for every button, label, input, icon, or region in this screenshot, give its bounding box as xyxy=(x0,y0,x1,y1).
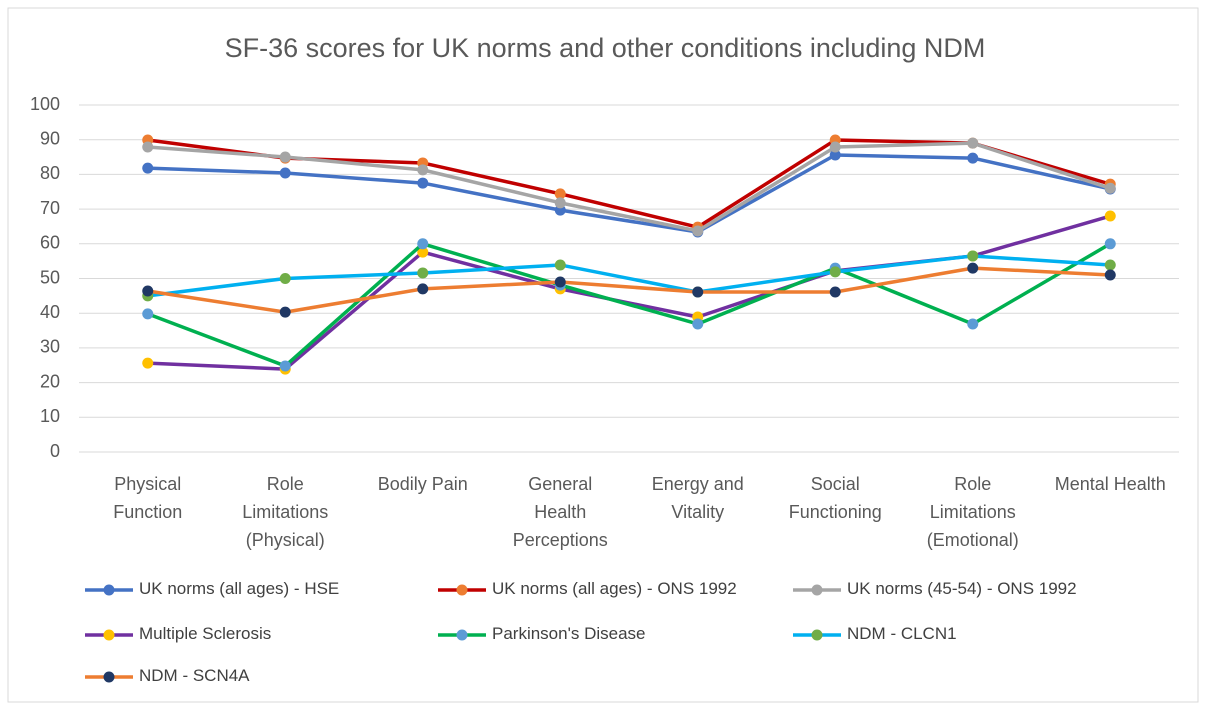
y-tick-label: 10 xyxy=(40,406,60,426)
legend-marker xyxy=(103,629,115,641)
y-tick-label: 30 xyxy=(40,337,60,357)
chart-border xyxy=(7,7,1199,703)
data-point xyxy=(1104,259,1116,271)
data-point xyxy=(967,262,979,274)
legend-label: UK norms (45-54) - ONS 1992 xyxy=(847,579,1077,598)
data-point xyxy=(279,167,291,179)
y-tick-label: 90 xyxy=(40,128,60,148)
legend-label: UK norms (all ages) - HSE xyxy=(139,579,340,598)
data-point xyxy=(554,197,566,209)
legend-marker xyxy=(103,584,115,596)
data-point xyxy=(142,141,154,153)
y-tick-label: 100 xyxy=(30,94,60,114)
data-point xyxy=(967,250,979,262)
series-line xyxy=(147,254,1111,298)
data-point xyxy=(1104,210,1116,222)
legend-marker xyxy=(456,584,468,596)
legend-marker xyxy=(811,584,823,596)
data-point xyxy=(967,318,979,330)
data-point xyxy=(554,276,566,288)
data-point xyxy=(1104,182,1116,194)
data-point xyxy=(142,162,154,174)
data-point xyxy=(417,283,429,295)
y-tick-label: 60 xyxy=(40,233,60,253)
x-tick-label: Role Limitations (Physical) xyxy=(242,474,329,550)
x-tick-label: Energy and Vitality xyxy=(651,474,744,522)
data-point xyxy=(554,259,566,271)
data-point xyxy=(279,360,291,372)
series-line xyxy=(147,266,1111,314)
legend-label: NDM - SCN4A xyxy=(139,666,250,685)
series-line xyxy=(147,141,1111,233)
legend-label: Multiple Sclerosis xyxy=(139,624,272,643)
data-point xyxy=(279,306,291,318)
data-point xyxy=(417,267,429,279)
y-tick-label: 70 xyxy=(40,198,60,218)
data-point xyxy=(829,286,841,298)
legend-marker xyxy=(456,629,468,641)
data-point xyxy=(417,164,429,176)
data-point xyxy=(142,285,154,297)
data-point xyxy=(692,318,704,330)
data-point xyxy=(417,177,429,189)
y-tick-label: 40 xyxy=(40,302,60,322)
data-point xyxy=(829,141,841,153)
series-line xyxy=(147,153,1111,234)
data-point xyxy=(417,238,429,250)
data-point xyxy=(829,149,841,161)
legend-label: UK norms (all ages) - ONS 1992 xyxy=(492,579,737,598)
x-tick-label: Mental Health xyxy=(1054,474,1166,494)
legend-label: NDM - CLCN1 xyxy=(847,624,957,643)
y-tick-label: 50 xyxy=(40,267,60,287)
y-tick-label: 0 xyxy=(50,441,60,461)
data-point xyxy=(829,266,841,278)
x-tick-label: Role Limitations (Emotional) xyxy=(926,474,1019,550)
x-tick-label: Bodily Pain xyxy=(377,474,468,494)
legend-marker xyxy=(811,629,823,641)
y-tick-label: 20 xyxy=(40,371,60,391)
x-tick-label: General Health Perceptions xyxy=(512,474,608,550)
y-tick-label: 80 xyxy=(40,163,60,183)
data-point xyxy=(279,151,291,163)
data-point xyxy=(967,137,979,149)
data-point xyxy=(142,357,154,369)
legend-marker xyxy=(103,671,115,683)
chart-title: SF-36 scores for UK norms and other cond… xyxy=(225,33,986,63)
data-point xyxy=(692,225,704,237)
data-point xyxy=(967,152,979,164)
data-point xyxy=(279,273,291,284)
data-point xyxy=(1104,238,1116,250)
data-point xyxy=(692,286,704,298)
data-point xyxy=(417,246,429,258)
x-tick-label: Physical Function xyxy=(113,474,183,522)
data-point xyxy=(142,308,154,320)
series-line xyxy=(147,242,1112,368)
x-tick-label: Social Functioning xyxy=(788,474,882,522)
data-point xyxy=(1104,269,1116,281)
legend-label: Parkinson's Disease xyxy=(492,624,646,643)
data-point xyxy=(554,188,566,200)
